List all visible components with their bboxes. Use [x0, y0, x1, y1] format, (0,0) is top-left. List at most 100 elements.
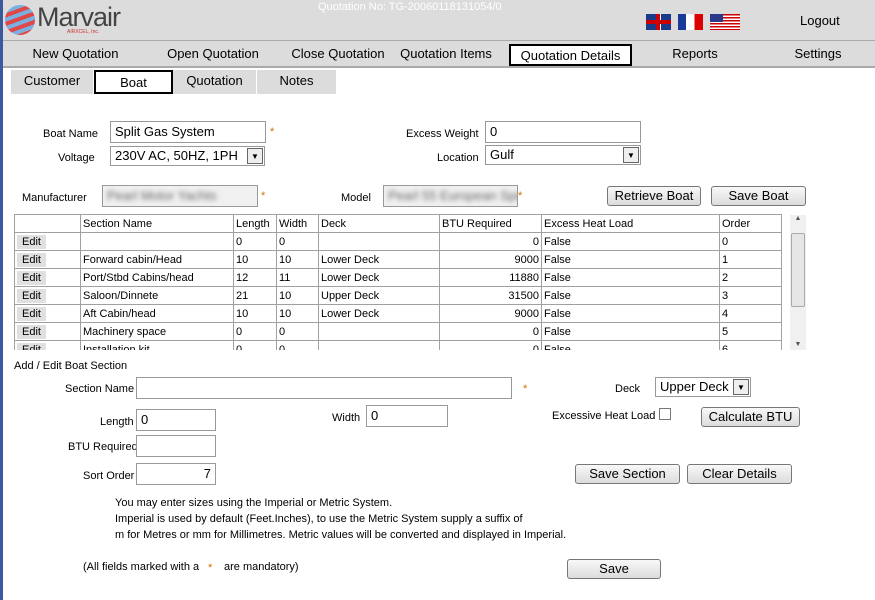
nav-close-quotation[interactable]: Close Quotation	[291, 46, 385, 61]
table-cell: 0	[276, 232, 319, 251]
tab-quotation[interactable]: Quotation	[173, 70, 257, 94]
note-line: You may enter sizes using the Imperial o…	[115, 497, 393, 509]
scroll-down-icon[interactable]: ▼	[794, 341, 802, 348]
table-cell: Machinery space	[80, 322, 234, 341]
section-title: Add / Edit Boat Section	[14, 360, 128, 372]
edit-button[interactable]: Edit	[17, 270, 46, 285]
table-scrollbar[interactable]: ▲ ▼	[790, 215, 806, 350]
edit-cell: Edit	[14, 304, 81, 323]
edit-cell: Edit	[14, 286, 81, 305]
edit-button[interactable]: Edit	[17, 252, 46, 267]
length-label: Length	[100, 416, 134, 428]
table-cell	[80, 232, 234, 251]
btu-required-input[interactable]	[136, 435, 216, 457]
sort-order-input[interactable]: 7	[136, 463, 216, 485]
sub-tabs: Customer Boat Quotation Notes	[11, 70, 337, 94]
table-cell: Aft Cabin/head	[80, 304, 234, 323]
save-boat-button[interactable]: Save Boat	[711, 186, 806, 206]
table-cell: Upper Deck	[318, 286, 440, 305]
table-row: Edit 0 0 0 False 0	[14, 232, 782, 251]
width-input[interactable]: 0	[366, 405, 448, 427]
table-cell	[318, 322, 440, 341]
table-cell: 0	[233, 340, 277, 350]
table-cell: 0	[439, 322, 542, 341]
table-header: Section Name Length Width Deck BTU Requi…	[14, 214, 782, 233]
tab-notes[interactable]: Notes	[257, 70, 337, 94]
length-input[interactable]: 0	[136, 409, 216, 431]
width-label: Width	[332, 412, 361, 424]
table-cell: 10	[233, 250, 277, 269]
table-cell: 6	[719, 340, 782, 350]
save-section-button[interactable]: Save Section	[575, 464, 680, 484]
section-name-input[interactable]	[136, 377, 512, 399]
location-value: Gulf	[490, 147, 514, 162]
edit-button[interactable]: Edit	[17, 288, 46, 303]
save-button[interactable]: Save	[567, 559, 661, 579]
edit-button[interactable]: Edit	[17, 342, 46, 350]
table-cell: 9000	[439, 304, 542, 323]
france-flag-icon[interactable]	[678, 14, 703, 30]
table-cell: Lower Deck	[318, 268, 440, 287]
table-cell: 0	[276, 322, 319, 341]
sort-order-label: Sort Order	[83, 470, 135, 482]
table-cell: 1	[719, 250, 782, 269]
col-header: BTU Required	[439, 214, 542, 233]
tab-customer[interactable]: Customer	[11, 70, 94, 94]
deck-select[interactable]: Upper Deck ▼	[655, 377, 751, 397]
uk-flag-icon[interactable]	[646, 14, 671, 30]
sections-table-container: Section Name Length Width Deck BTU Requi…	[14, 214, 782, 350]
excess-weight-input[interactable]: 0	[485, 121, 641, 143]
table-cell: Installation kit	[80, 340, 234, 350]
quotation-number: Quotation No: TG-20060118131054/0	[318, 1, 502, 13]
edit-button[interactable]: Edit	[17, 234, 46, 249]
table-row: Edit Port/Stbd Cabins/head 12 11 Lower Deck 1…	[14, 268, 782, 287]
table-cell: 10	[276, 250, 319, 269]
brand-sub: AIRXCEL, Inc.	[67, 29, 100, 35]
table-row: Edit Machinery space 0 0 0 False 5	[14, 322, 782, 341]
edit-button[interactable]: Edit	[17, 306, 46, 321]
table-cell: Saloon/Dinnete	[80, 286, 234, 305]
nav-quotation-items[interactable]: Quotation Items	[400, 46, 492, 61]
table-cell: 4	[719, 304, 782, 323]
main-nav: New Quotation Open Quotation Close Quota…	[3, 40, 875, 68]
required-star: *	[208, 562, 213, 574]
edit-cell: Edit	[14, 232, 81, 251]
table-cell: 11880	[439, 268, 542, 287]
edit-button[interactable]: Edit	[17, 324, 46, 339]
tab-boat[interactable]: Boat	[94, 70, 173, 94]
logout-link[interactable]: Logout	[800, 13, 840, 28]
table-cell: Port/Stbd Cabins/head	[80, 268, 234, 287]
edit-cell: Edit	[14, 322, 81, 341]
scrollbar-thumb[interactable]	[791, 233, 805, 307]
col-header: Length	[233, 214, 277, 233]
manufacturer-input[interactable]: Pearl Motor Yachts	[102, 185, 258, 207]
table-cell: 9000	[439, 250, 542, 269]
nav-new-quotation[interactable]: New Quotation	[32, 46, 119, 61]
table-cell: 0	[233, 322, 277, 341]
excessive-heat-checkbox[interactable]	[659, 408, 671, 420]
retrieve-boat-button[interactable]: Retrieve Boat	[607, 186, 701, 206]
required-star: *	[518, 190, 523, 202]
nav-quotation-details[interactable]: Quotation Details	[509, 44, 632, 66]
table-cell: False	[541, 250, 720, 269]
marvair-logo: Marvair AIRXCEL, Inc.	[5, 2, 135, 36]
voltage-select[interactable]: 230V AC, 50HZ, 1PH ▼	[110, 146, 265, 166]
boat-name-input[interactable]: Split Gas System	[110, 121, 266, 143]
header: Marvair AIRXCEL, Inc. Quotation No: TG-2…	[3, 0, 875, 40]
location-select[interactable]: Gulf ▼	[485, 145, 641, 165]
logo-swirl-icon	[5, 5, 35, 35]
table-cell: 10	[276, 286, 319, 305]
table-cell: False	[541, 322, 720, 341]
location-label: Location	[437, 152, 479, 164]
mandatory-note-end: are mandatory)	[224, 561, 299, 573]
model-input[interactable]: Pearl 55 European Spe	[383, 185, 518, 207]
us-flag-icon[interactable]	[710, 14, 740, 30]
nav-settings[interactable]: Settings	[794, 46, 842, 61]
nav-reports[interactable]: Reports	[672, 46, 718, 61]
clear-details-button[interactable]: Clear Details	[687, 464, 792, 484]
required-star: *	[523, 383, 528, 395]
calculate-btu-button[interactable]: Calculate BTU	[701, 407, 800, 427]
table-cell: False	[541, 232, 720, 251]
scroll-up-icon[interactable]: ▲	[794, 215, 802, 222]
nav-open-quotation[interactable]: Open Quotation	[167, 46, 259, 61]
